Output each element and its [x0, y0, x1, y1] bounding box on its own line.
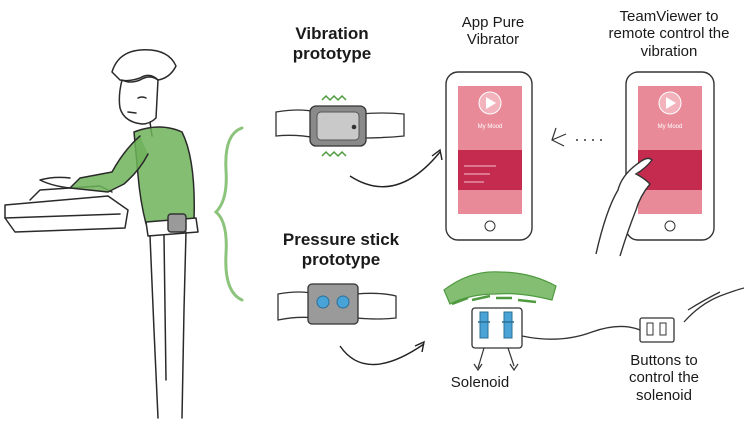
pressure-band — [277, 283, 397, 325]
label-teamviewer: TeamViewer to remote control the vibrati… — [608, 8, 730, 60]
solenoid-right — [503, 311, 513, 339]
arm — [69, 135, 149, 193]
solenoid-head-right — [336, 295, 350, 309]
head-hair — [111, 49, 177, 82]
pressure-stick-device — [307, 283, 359, 325]
green-shirt — [133, 126, 195, 225]
solenoid-wires — [477, 347, 515, 369]
label-solenoid: Solenoid — [450, 374, 510, 391]
vibration-band — [275, 94, 405, 158]
button-box — [639, 287, 745, 343]
legs — [149, 231, 187, 419]
desk — [4, 185, 129, 233]
group-brace — [213, 126, 244, 302]
hand — [595, 157, 653, 257]
label-vibration-prototype: Vibration prototype — [292, 24, 372, 63]
solenoid-head-left — [316, 295, 330, 309]
app-phone: My Mood — [445, 71, 533, 241]
app-screen-title: My Mood — [478, 124, 503, 130]
cable — [521, 325, 641, 340]
arrow-vibration-to-app — [349, 151, 441, 188]
waist-device — [167, 213, 187, 233]
person-figure — [4, 49, 199, 419]
vibration-wave-bottom — [321, 150, 347, 158]
green-pad — [443, 271, 557, 305]
label-app: App Pure Vibrator — [461, 14, 525, 49]
teamviewer-phone: My Mood — [595, 71, 715, 257]
arrow-teamviewer-to-app — [551, 127, 567, 147]
solenoid-assembly — [443, 271, 557, 372]
teamviewer-screen-title: My Mood — [658, 124, 683, 130]
label-pressure-stick-prototype: Pressure stick prototype — [282, 230, 400, 269]
vibration-wave-top — [321, 94, 347, 102]
head-face — [118, 76, 159, 125]
button-right — [659, 322, 667, 336]
arrow-pressure-to-solenoid — [339, 343, 425, 366]
pointing-finger — [683, 287, 745, 323]
label-buttons: Buttons to control the solenoid — [628, 352, 700, 404]
button-left — [646, 322, 654, 336]
solenoid-left — [479, 311, 489, 339]
